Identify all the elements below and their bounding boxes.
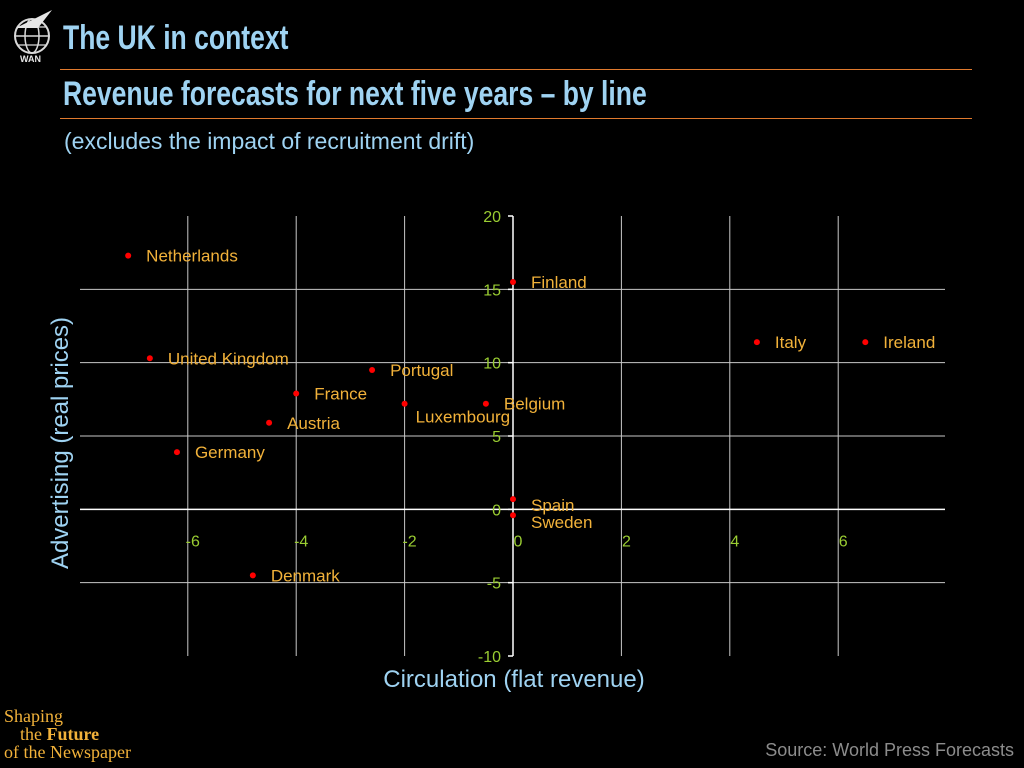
y-tick-label: 20 [483, 209, 501, 226]
point-label: Germany [195, 443, 265, 462]
data-point: Spain [510, 496, 574, 515]
point-label: Finland [531, 273, 587, 292]
point-marker [510, 496, 516, 503]
data-point: Belgium [482, 395, 565, 414]
data-point: Denmark [249, 566, 340, 585]
y-tick-label: -5 [487, 576, 501, 593]
point-marker [369, 367, 376, 373]
point-marker [125, 252, 132, 259]
point-label: Spain [531, 496, 574, 515]
data-point: Luxembourg [401, 400, 511, 427]
brand-line-1: Shaping [4, 706, 64, 726]
x-tick-label: 2 [622, 533, 631, 550]
data-points: Netherlands Finland Italy Ireland United Kin… [125, 247, 935, 585]
x-tick-label: 6 [839, 533, 848, 550]
point-marker [146, 355, 153, 362]
data-point: Ireland [862, 333, 935, 352]
y-tick-label: 0 [492, 502, 501, 519]
point-marker [266, 419, 273, 426]
point-marker [173, 449, 180, 456]
data-point: Germany [173, 443, 265, 462]
point-marker [510, 512, 516, 519]
point-label: Austria [287, 414, 340, 433]
data-point: Austria [266, 414, 341, 433]
globe-icon: WAN [14, 10, 52, 64]
point-label: France [314, 384, 367, 403]
brand-line-2a: the [20, 724, 42, 744]
point-marker [482, 400, 489, 407]
point-label: Belgium [504, 395, 565, 414]
point-marker [753, 339, 760, 346]
point-label: United Kingdom [168, 349, 289, 368]
page-title: The UK in context [63, 19, 289, 57]
data-point: Portugal [369, 361, 453, 380]
logo-text: WAN [20, 54, 41, 64]
y-tick-label: 5 [492, 429, 501, 446]
data-point: France [293, 384, 367, 403]
page-subtitle: Revenue forecasts for next five years – … [63, 75, 647, 113]
point-marker [249, 572, 256, 579]
y-axis-label: Advertising (real prices) [47, 317, 74, 569]
title-divider [60, 69, 972, 70]
data-point: Netherlands [125, 247, 238, 266]
x-tick-label: -2 [402, 533, 416, 550]
point-label: Italy [775, 333, 807, 352]
data-point: Sweden [510, 512, 592, 532]
point-marker [510, 279, 516, 285]
x-axis-label: Circulation (flat revenue) [383, 666, 644, 693]
x-tick-label: -4 [294, 533, 308, 550]
brand-line-2b: Future [46, 724, 100, 744]
subtitle-divider [60, 118, 972, 119]
data-point: Finland [510, 273, 587, 292]
point-marker [401, 400, 408, 407]
point-marker [293, 390, 300, 397]
brand-line-3: of the Newspaper [4, 742, 131, 762]
point-label: Sweden [531, 513, 592, 532]
chart-note: (excludes the impact of recruitment drif… [64, 128, 475, 154]
source-note: Source: World Press Forecasts [765, 740, 1014, 760]
y-tick-label: -10 [478, 649, 501, 666]
point-label: Denmark [271, 566, 340, 585]
y-tick-label: 10 [483, 356, 501, 373]
point-label: Portugal [390, 361, 453, 380]
data-point: United Kingdom [146, 349, 289, 368]
point-label: Ireland [883, 333, 935, 352]
y-tick-label: 15 [483, 282, 501, 299]
axes [80, 215, 945, 657]
point-marker [862, 339, 869, 346]
shaping-the-future-brand: Shaping the Future of the Newspaper [4, 707, 131, 761]
x-tick-label: -6 [186, 533, 200, 550]
point-label: Luxembourg [416, 408, 511, 427]
data-point: Italy [753, 333, 807, 352]
tick-labels: -6 -4 -2 0 2 4 6 -10 -5 0 5 10 15 20 [186, 209, 848, 666]
wan-logo: WAN [8, 6, 58, 64]
x-tick-label: 0 [514, 533, 523, 550]
x-tick-label: 4 [730, 533, 739, 550]
point-label: Netherlands [146, 247, 238, 266]
